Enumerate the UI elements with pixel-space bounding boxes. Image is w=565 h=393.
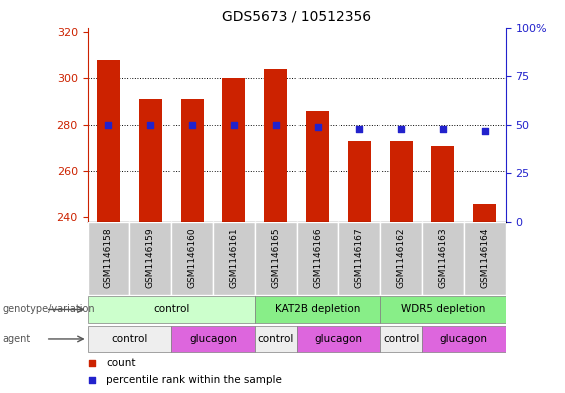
Bar [306,111,329,222]
Text: GSM1146160: GSM1146160 [188,227,197,288]
Text: glucagon: glucagon [315,334,362,344]
Point [397,125,406,132]
Bar [88,326,171,352]
Text: glucagon: glucagon [440,334,488,344]
Bar [213,222,255,295]
Point [355,125,364,132]
Bar [255,326,297,352]
Bar [129,222,171,295]
Bar [223,79,245,222]
Point [313,123,322,130]
Text: count: count [106,358,136,367]
Bar [432,146,454,222]
Text: genotype/variation: genotype/variation [3,305,95,314]
Bar [473,204,496,222]
Bar [380,222,422,295]
Text: WDR5 depletion: WDR5 depletion [401,305,485,314]
Text: GSM1146166: GSM1146166 [313,227,322,288]
Bar [255,296,380,323]
Bar [264,69,287,222]
Text: KAT2B depletion: KAT2B depletion [275,305,360,314]
Title: GDS5673 / 10512356: GDS5673 / 10512356 [222,9,371,24]
Point [104,121,113,128]
Bar [139,99,162,222]
Text: percentile rank within the sample: percentile rank within the sample [106,375,282,385]
Text: control: control [383,334,419,344]
Text: GSM1146162: GSM1146162 [397,227,406,288]
Text: control: control [258,334,294,344]
Text: GSM1146163: GSM1146163 [438,227,447,288]
Point [271,121,280,128]
Text: control: control [111,334,147,344]
Bar [338,222,380,295]
Bar [297,326,380,352]
Bar [380,296,506,323]
Bar [97,60,120,222]
Bar [464,222,506,295]
Bar [390,141,412,222]
Point [480,127,489,134]
Text: GSM1146165: GSM1146165 [271,227,280,288]
Text: GSM1146159: GSM1146159 [146,227,155,288]
Text: glucagon: glucagon [189,334,237,344]
Bar [297,222,338,295]
Bar [171,326,255,352]
Bar [255,222,297,295]
Bar [88,296,255,323]
Point [87,377,96,384]
Text: GSM1146161: GSM1146161 [229,227,238,288]
Text: agent: agent [3,334,31,344]
Text: control: control [153,305,189,314]
Point [438,125,447,132]
Point [87,359,96,365]
Bar [348,141,371,222]
Point [188,121,197,128]
Bar [88,222,129,295]
Point [229,121,238,128]
Text: GSM1146164: GSM1146164 [480,227,489,288]
Bar [422,326,506,352]
Point [146,121,155,128]
Text: GSM1146167: GSM1146167 [355,227,364,288]
Bar [181,99,203,222]
Bar [422,222,464,295]
Text: GSM1146158: GSM1146158 [104,227,113,288]
Bar [171,222,213,295]
Bar [380,326,422,352]
